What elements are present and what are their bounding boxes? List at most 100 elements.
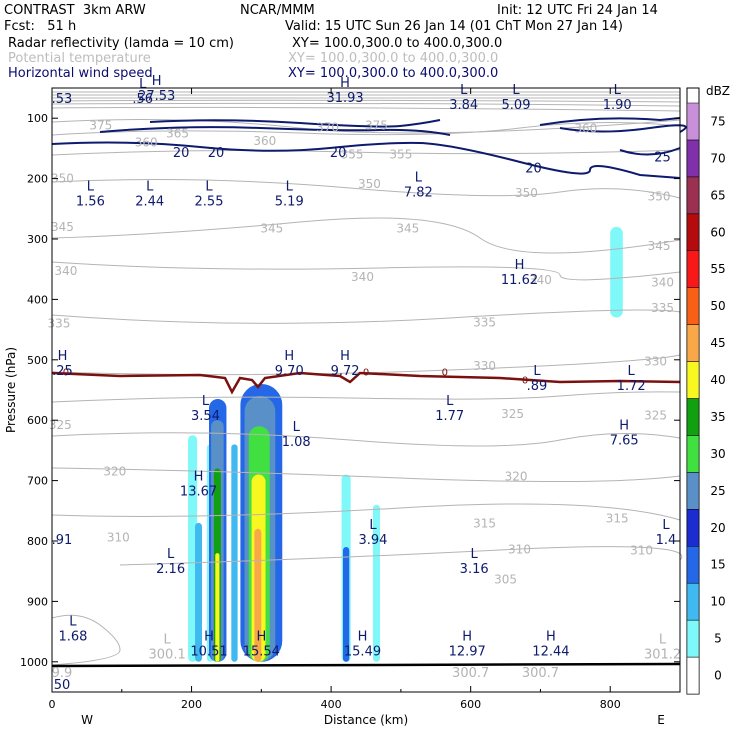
theta-label-35: 310 [630,544,653,558]
theta-label-26: 325 [49,418,72,432]
extremum-marker-32: H [462,630,472,645]
theta-label-3: 360 [253,134,276,148]
theta-contour-310 [51,503,681,521]
extremum-value-30: 15.54 [243,645,280,660]
colorbar-label-25: 25 [710,484,725,498]
extremum-value-6: 1.90 [603,98,632,113]
y-tick-label-4: 500 [27,354,48,367]
colorbar-swatch-0 [686,656,700,695]
theta-contour-305 [119,546,683,566]
colorbar-label-50: 50 [710,299,725,313]
x-tick-label-2: 400 [321,698,342,711]
y-tick-label-6: 700 [27,475,48,488]
extremum-marker-8: L [146,180,154,195]
theta-label-29: 320 [103,465,126,479]
theta-contour-325 [51,391,681,403]
theta-contours [51,91,683,666]
extremum-marker-7: L [87,180,95,195]
extremum-value-35: 300.7 [452,666,489,681]
extremum-value-21: 7.65 [610,433,639,448]
y-tick-label-2: 300 [27,233,48,246]
colorbar-label-75: 75 [710,114,725,128]
init-time: Init: 12 UTC Fri 24 Jan 14 [497,3,658,18]
extremum-marker-3: H [340,76,350,91]
extremum-marker-27: L [471,547,479,562]
theta-label-25: 330 [644,355,667,369]
colorbar: 0 5 10 15 20 25 30 35 40 45 50 55 60 65 70 75 [686,87,726,695]
theta-label-24: 330 [473,359,496,373]
extremum-value-38: 9.9 [52,666,73,681]
extremum-value-31: 15.49 [344,645,381,660]
theta-contour-upper-band-5 [51,102,681,107]
theta-label-15: 345 [396,222,419,236]
reflectivity-cell-14 [342,547,350,662]
extremum-marker-31: H [358,630,368,645]
theta-contour-350 [51,179,681,199]
extremum-marker-24: L [369,518,377,533]
colorbar-swatch-60 [686,213,700,251]
reflectivity-cell-1 [195,522,203,662]
extremum-marker-26: L [167,547,175,562]
extremum-marker-10: L [286,180,294,195]
extremum-value-5: 5.09 [502,98,531,113]
field1-xy: XY= 100.0,300.0 to 400.0,300.0 [292,36,503,51]
extremum-marker-22: H [194,470,204,485]
theta-contour-upper-band-4 [51,99,681,103]
colorbar-swatch-25 [686,472,700,510]
extremum-value-8: 2.44 [135,195,164,210]
theta-label-12: 350 [648,190,671,204]
extremum-marker-33: H [546,630,556,645]
extremum-value-2: .53 [52,92,73,107]
x-axis-title: Distance (km) [324,713,408,727]
field2-name: Potential temperature [8,51,151,66]
extremum-marker-1: H [152,74,162,89]
theta-label-27: 325 [501,407,524,421]
extremum-marker-9: L [205,180,213,195]
freezing-label-1: 0 [363,367,369,378]
colorbar-swatch-20 [686,509,700,547]
extremum-value-11: 7.82 [404,186,433,201]
valid-time: Valid: 15 UTC Sun 26 Jan 14 (01 ChT Mon … [285,19,623,34]
extremum-marker-19: L [293,420,301,435]
colorbar-swatch-40 [686,361,700,399]
extremum-marker-5: L [512,83,520,98]
y-tick-label-8: 900 [27,595,48,608]
theta-label-23: 335 [651,301,674,315]
org-label: NCAR/MMM [240,3,315,18]
theta-label-21: 335 [48,317,71,331]
colorbar-label-45: 45 [710,336,725,350]
extremum-marker-25: L [662,518,670,533]
wind-contour-label-3: 20 [525,161,542,176]
theta-label-22: 335 [473,315,496,329]
extremum-value-28: 1.68 [58,630,87,645]
colorbar-swatch-70 [686,139,700,178]
theta-label-14: 345 [260,222,283,236]
colorbar-label-65: 65 [710,188,725,202]
colorbar-label-70: 70 [710,151,725,165]
theta-label-16: 345 [648,239,671,253]
extremum-value-9: 2.55 [195,195,224,210]
wind-contour-20-east [619,147,681,156]
extremum-value-24: 3.94 [359,533,388,548]
y-tick-label-3: 400 [27,293,48,306]
ground-line [51,662,681,668]
y-tick-label-0: 100 [27,112,48,125]
extremum-marker-20: L [446,394,454,409]
theta-label-0: 375 [89,118,112,132]
theta-contour-335 [51,309,681,324]
theta-label-34: 310 [508,542,531,556]
extremum-value-10: 5.19 [275,195,304,210]
colorbar-swatch-15 [686,546,700,584]
theta-label-9: 350 [51,172,74,186]
theta-label-31: 315 [473,516,496,530]
reflectivity-cell-15 [372,504,380,662]
colorbar-swatch-65 [686,176,700,215]
theta-label-17: 340 [55,264,78,278]
freezing-label-2: 0 [442,367,448,378]
wind-contour-30-east [559,124,687,133]
reflectivity-cell-12 [254,528,262,662]
theta-label-18: 340 [351,270,374,284]
theta-label-8: 355 [389,147,412,161]
y-tick-label-9: 1000 [20,656,48,669]
